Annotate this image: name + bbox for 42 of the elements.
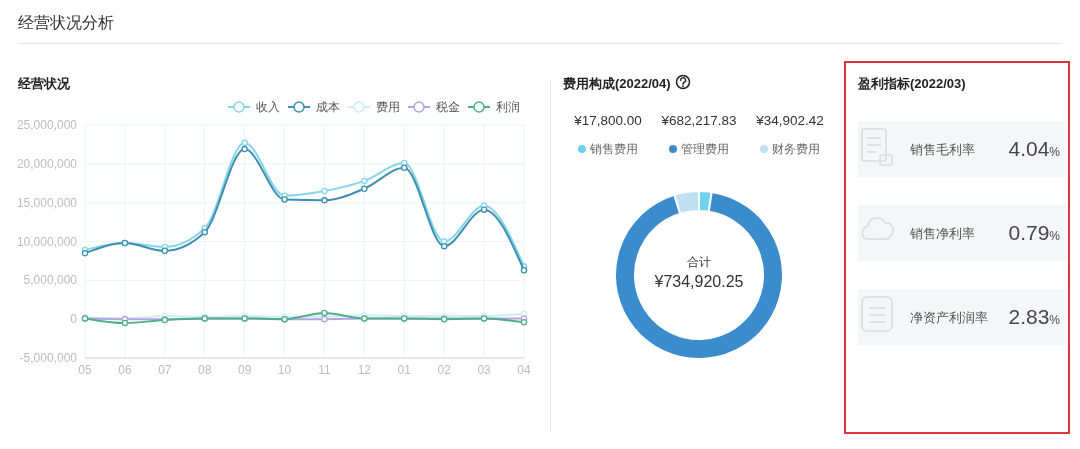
y-tick-label: -5,000,000 xyxy=(19,351,78,365)
text: ¥734,920.25 xyxy=(653,273,744,290)
x-tick-label: 01 xyxy=(397,363,412,377)
legend-label: 财务费用 xyxy=(772,142,820,156)
chart-title: 经营状况 xyxy=(17,76,71,91)
x-tick-label: 03 xyxy=(477,363,492,377)
y-tick-label: 15,000,000 xyxy=(16,195,78,210)
y-tick-label: 10,000,000 xyxy=(16,234,78,249)
data-label: ¥17,800.00 xyxy=(573,113,642,128)
data-label: ¥34,902.42 xyxy=(755,113,824,128)
x-tick-label: 08 xyxy=(198,363,212,377)
text: 销售毛利率 xyxy=(909,142,975,157)
legend-label: 费用 xyxy=(376,100,400,114)
text: 盈利指标(2022/03) xyxy=(857,76,966,91)
text: 4.04% xyxy=(1008,137,1061,160)
x-tick-label: 04 xyxy=(517,363,531,377)
x-tick-label: 09 xyxy=(237,363,252,377)
x-tick-label: 11 xyxy=(318,363,331,377)
y-tick-label: 5,000,000 xyxy=(23,273,78,288)
y-tick-label: 20,000,000 xyxy=(16,156,78,171)
y-tick-label: 0 xyxy=(70,312,78,327)
x-tick-label: 12 xyxy=(357,363,372,377)
x-tick-label: 05 xyxy=(78,363,92,377)
x-tick-label: 10 xyxy=(277,363,292,377)
text: 0.79% xyxy=(1008,221,1061,244)
legend-label: 税金 xyxy=(436,100,460,114)
data-label: ¥682,217.83 xyxy=(660,113,737,128)
legend-label: 销售费用 xyxy=(589,142,638,156)
x-tick-label: 06 xyxy=(118,363,132,377)
text: 合计 xyxy=(687,255,711,269)
x-tick-label: 07 xyxy=(158,363,172,377)
y-tick-label: 25,000,000 xyxy=(16,118,78,132)
text: 净资产利润率 xyxy=(910,310,988,325)
chart-title: 费用构成(2022/04) xyxy=(562,76,671,91)
legend-label: 管理费用 xyxy=(681,142,729,156)
legend-label: 收入 xyxy=(256,100,280,114)
text: 销售净利率 xyxy=(909,226,975,241)
text: 2.83% xyxy=(1008,305,1061,328)
text: 经营状况分析 xyxy=(18,14,114,31)
legend-label: 成本 xyxy=(316,100,340,114)
x-tick-label: 02 xyxy=(437,363,452,377)
legend-label: 利润 xyxy=(496,100,520,114)
